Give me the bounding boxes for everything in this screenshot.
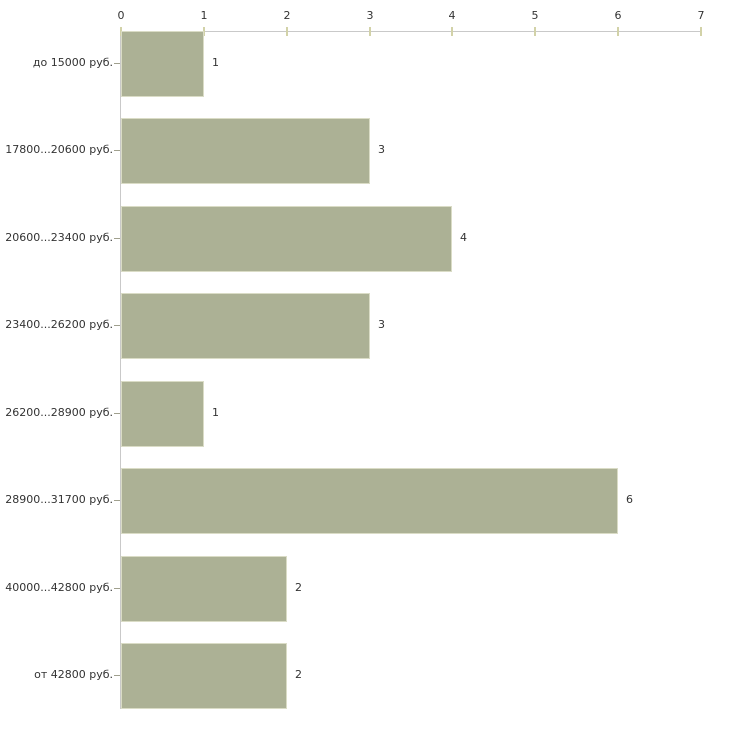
x-axis-tick xyxy=(451,27,453,36)
value-label: 2 xyxy=(295,581,302,594)
x-axis-line xyxy=(120,31,701,32)
y-axis-tick xyxy=(114,588,120,589)
x-axis-tick-label: 1 xyxy=(200,9,208,22)
x-axis-tick-label: 5 xyxy=(531,9,539,22)
value-label: 4 xyxy=(460,231,467,244)
y-axis-tick xyxy=(114,150,120,151)
x-axis-tick-label: 7 xyxy=(697,9,705,22)
bar xyxy=(121,118,370,184)
x-axis-tick xyxy=(203,27,205,36)
bar xyxy=(121,643,287,709)
bar xyxy=(121,31,204,97)
y-axis-tick xyxy=(114,238,120,239)
x-axis-tick-label: 0 xyxy=(117,9,125,22)
value-label: 3 xyxy=(378,318,385,331)
category-label: 28900...31700 руб. xyxy=(5,493,113,506)
value-label: 1 xyxy=(212,406,219,419)
value-label: 3 xyxy=(378,143,385,156)
y-axis-tick xyxy=(114,675,120,676)
bar xyxy=(121,293,370,359)
value-label: 1 xyxy=(212,56,219,69)
category-label: 23400...26200 руб. xyxy=(5,318,113,331)
x-axis-tick xyxy=(369,27,371,36)
y-axis-tick xyxy=(114,63,120,64)
category-label: 20600...23400 руб. xyxy=(5,231,113,244)
x-axis-tick xyxy=(534,27,536,36)
value-label: 6 xyxy=(626,493,633,506)
y-axis-tick xyxy=(114,325,120,326)
x-axis-tick-label: 6 xyxy=(614,9,622,22)
category-label: 40000...42800 руб. xyxy=(5,581,113,594)
category-label: 26200...28900 руб. xyxy=(5,406,113,419)
y-axis-tick xyxy=(114,500,120,501)
category-label: до 15000 руб. xyxy=(32,56,113,69)
x-axis-tick xyxy=(617,27,619,36)
bar xyxy=(121,381,204,447)
value-label: 2 xyxy=(295,668,302,681)
y-axis-line xyxy=(120,31,121,709)
bar xyxy=(121,206,452,272)
bar xyxy=(121,556,287,622)
x-axis-tick-label: 3 xyxy=(366,9,374,22)
bar xyxy=(121,468,618,534)
x-axis-tick-label: 4 xyxy=(448,9,456,22)
category-label: от 42800 руб. xyxy=(34,668,113,681)
category-label: 17800...20600 руб. xyxy=(5,143,113,156)
x-axis-tick-label: 2 xyxy=(283,9,291,22)
y-axis-tick xyxy=(114,413,120,414)
x-axis-tick xyxy=(700,27,702,36)
x-axis-tick xyxy=(286,27,288,36)
